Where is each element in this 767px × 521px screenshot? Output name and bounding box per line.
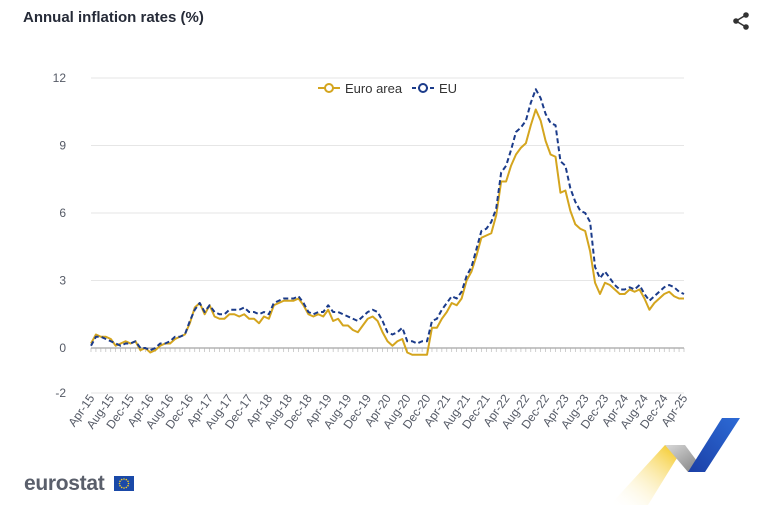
y-tick-label: 6 [59, 206, 66, 220]
legend-marker [418, 83, 428, 93]
series-line-euro-area [90, 108, 684, 356]
x-axis: Apr-15Aug-15Dec-15Apr-16Aug-16Dec-16Apr-… [65, 347, 691, 431]
series-lines [90, 88, 685, 356]
y-tick-label: -2 [55, 386, 66, 400]
eurostat-logo: eurostat [24, 472, 105, 495]
y-tick-label: 9 [59, 139, 66, 153]
grid-lines [91, 77, 684, 394]
chart-title: Annual inflation rates (%) [23, 9, 204, 26]
legend: Euro area EU [318, 81, 457, 96]
y-axis: 12 9 6 3 0 -2 [53, 71, 67, 400]
y-tick-label: 3 [59, 274, 66, 288]
legend-label: Euro area [345, 81, 403, 96]
series-line-eu [90, 88, 685, 352]
inflation-line-chart: 12 9 6 3 0 -2 Apr-15Aug-15Dec-15Apr-16Aug-16D… [53, 71, 691, 431]
eu-flag-icon [114, 476, 134, 491]
decorative-stripes [610, 418, 740, 505]
y-tick-label: 0 [59, 341, 66, 355]
legend-label: EU [439, 81, 457, 96]
y-tick-label: 12 [53, 71, 67, 85]
share-icon[interactable] [730, 10, 752, 32]
legend-marker [324, 83, 334, 93]
